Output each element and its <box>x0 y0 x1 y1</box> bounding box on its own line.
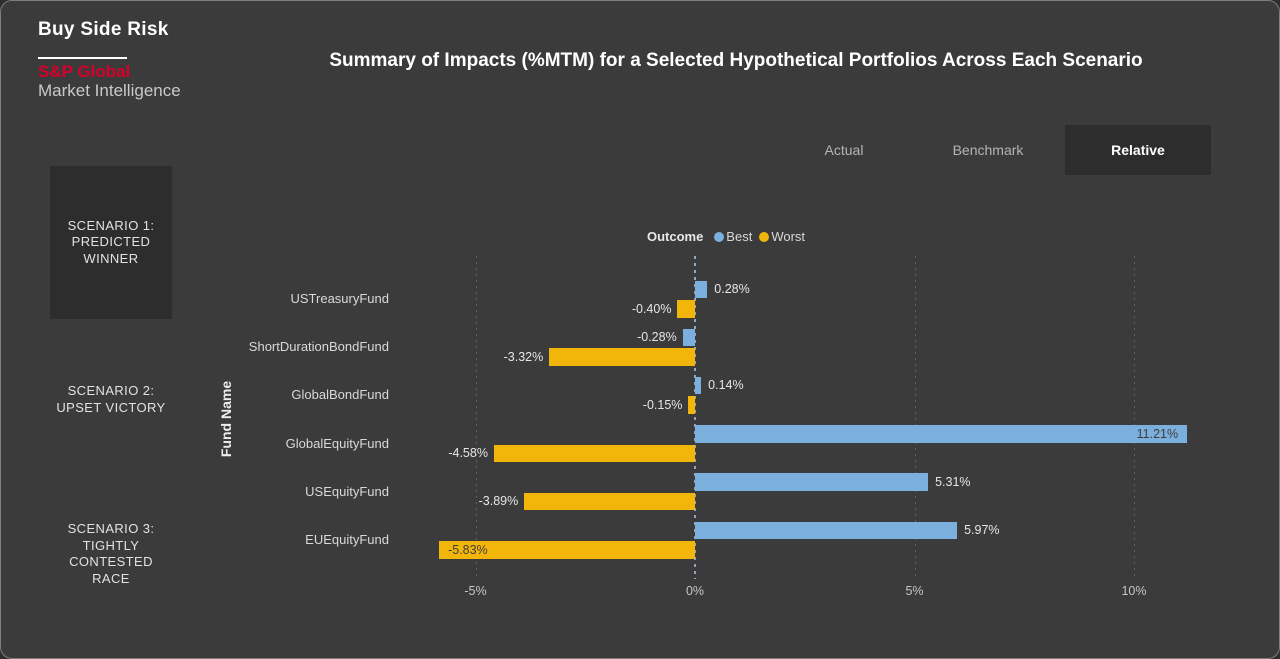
tab-actual[interactable]: Actual <box>824 142 864 158</box>
x-tick-label: 0% <box>685 584 705 598</box>
value-label: 5.97% <box>964 523 1000 537</box>
scenario-button-1[interactable]: SCENARIO 1: PREDICTED WINNER <box>50 166 172 319</box>
gridline <box>475 256 477 579</box>
legend-label: Worst <box>771 229 806 244</box>
scenario-button-2[interactable]: SCENARIO 2: UPSET VICTORY <box>41 383 181 417</box>
tab-relative[interactable]: Relative <box>1065 125 1211 175</box>
value-label: 11.21% <box>1136 426 1179 441</box>
bar-worst-GlobalBondFund[interactable] <box>688 396 695 414</box>
tab-benchmark[interactable]: Benchmark <box>952 142 1024 158</box>
x-tick-label: 10% <box>1121 584 1147 598</box>
y-axis-label-EUEquityFund: EUEquityFund <box>305 532 389 547</box>
scenario-label: SCENARIO 2: UPSET VICTORY <box>56 383 166 415</box>
y-axis-label-GlobalEquityFund: GlobalEquityFund <box>285 435 389 451</box>
value-label: -3.89% <box>478 494 519 509</box>
bar-best-EUEquityFund[interactable] <box>695 521 958 539</box>
bar-best-GlobalEquityFund[interactable] <box>695 425 1188 443</box>
legend-label: Best <box>726 229 753 244</box>
bar-best-ShortDurationBondFund[interactable] <box>682 328 695 347</box>
bar-worst-GlobalEquityFund[interactable] <box>493 444 695 463</box>
y-axis-label-ShortDurationBondFund: ShortDurationBondFund <box>248 339 389 355</box>
bar-best-USEquityFund[interactable] <box>695 473 929 491</box>
chart-legend: Outcome Best Worst <box>231 229 1221 244</box>
value-label: 0.28% <box>714 282 750 296</box>
bar-best-GlobalBondFund[interactable] <box>695 376 702 395</box>
y-axis-label-GlobalBondFund: GlobalBondFund <box>291 387 389 403</box>
x-tick-label: 5% <box>905 584 924 598</box>
legend-title: Outcome <box>646 229 704 244</box>
value-label: 0.14% <box>708 378 744 393</box>
value-label: -0.15% <box>642 397 683 412</box>
x-tick-label: -5% <box>464 584 487 598</box>
scenario-button-3[interactable]: SCENARIO 3: TIGHTLY CONTESTED RACE <box>41 521 181 589</box>
bar-worst-EUEquityFund[interactable] <box>439 541 695 559</box>
scenario-label: SCENARIO 3: TIGHTLY CONTESTED RACE <box>67 521 155 586</box>
value-label: -5.83% <box>448 542 488 557</box>
value-label: -0.28% <box>637 330 677 345</box>
value-label: 5.31% <box>935 474 971 489</box>
y-axis-label-USTreasuryFund: USTreasuryFund <box>290 291 390 306</box>
zero-baseline <box>694 256 696 579</box>
bar-worst-ShortDurationBondFund[interactable] <box>549 348 695 366</box>
sp-global-logo: S&P Global <box>38 62 131 81</box>
page-title: Summary of Impacts (%MTM) for a Selected… <box>329 50 1143 71</box>
y-axis-label-USEquityFund: USEquityFund <box>305 483 389 499</box>
legend-dot-best-icon <box>714 231 725 242</box>
bar-worst-USEquityFund[interactable] <box>524 492 695 511</box>
value-label: -4.58% <box>448 446 488 461</box>
scenario-label: SCENARIO 1: PREDICTED WINNER <box>67 217 155 266</box>
gridline <box>1134 256 1135 579</box>
legend-item-best[interactable]: Best <box>714 229 752 244</box>
app-title: Buy Side Risk <box>38 19 169 40</box>
bar-best-USTreasuryFund[interactable] <box>695 280 708 298</box>
bar-worst-USTreasuryFund[interactable] <box>677 300 695 318</box>
brand-rule <box>38 57 127 59</box>
value-label: -3.32% <box>503 349 544 364</box>
value-label: -0.40% <box>631 301 672 316</box>
legend-dot-worst-icon <box>759 231 770 242</box>
market-intelligence-logo: Market Intelligence <box>38 81 181 100</box>
gridline <box>914 256 916 579</box>
legend-item-worst[interactable]: Worst <box>759 229 805 244</box>
